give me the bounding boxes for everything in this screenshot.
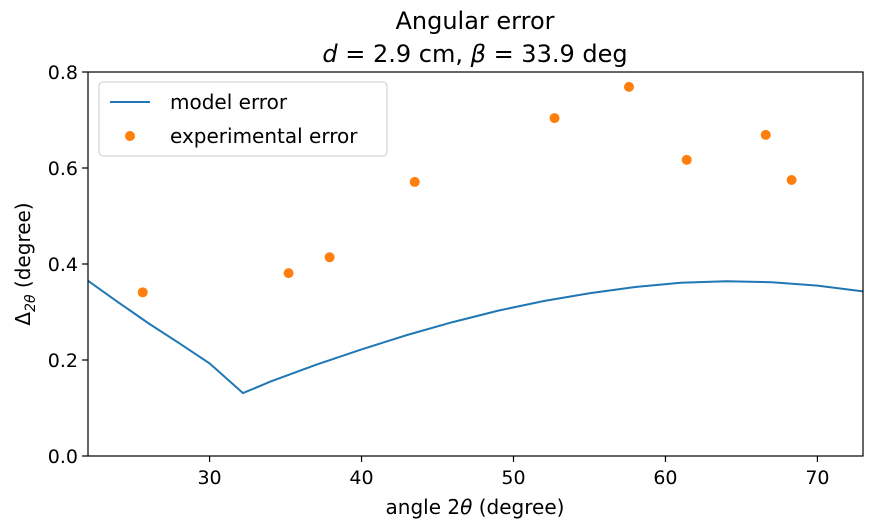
tick-layer: 30 40 50 60 70 0.0 0.2 0.4 0.6 0.8 bbox=[48, 62, 830, 489]
subtitle-beta-symbol: β bbox=[470, 40, 486, 68]
y-tick-label: 0.4 bbox=[48, 254, 78, 276]
experimental-error-point bbox=[623, 81, 634, 92]
legend-label-experimental: experimental error bbox=[170, 124, 358, 148]
y-label-suffix: (degree) bbox=[11, 202, 35, 294]
y-tick-label: 0.6 bbox=[48, 158, 78, 180]
experimental-error-point bbox=[409, 176, 420, 187]
x-label-symbol: θ bbox=[460, 495, 472, 519]
series-layer bbox=[88, 81, 863, 395]
plot-frame bbox=[87, 71, 864, 457]
x-tick-label: 50 bbox=[501, 467, 525, 489]
subtitle-d-text: = 2.9 cm, bbox=[338, 40, 471, 68]
y-axis-label: Δ2θ (degree) bbox=[11, 202, 39, 325]
y-tick-label: 0.2 bbox=[48, 350, 78, 372]
y-tick-label: 0.8 bbox=[48, 62, 78, 84]
x-axis-label: angle 2θ (degree) bbox=[386, 495, 565, 519]
legend-scatter-marker bbox=[125, 131, 135, 141]
y-label-main: Δ bbox=[11, 312, 35, 326]
experimental-error-point bbox=[324, 252, 335, 263]
x-label-prefix: angle 2 bbox=[386, 495, 461, 519]
experimental-error-point bbox=[549, 113, 560, 124]
model-error-line bbox=[88, 279, 863, 395]
experimental-error-point bbox=[681, 154, 692, 165]
x-label-suffix: (degree) bbox=[472, 495, 564, 519]
x-tick-label: 70 bbox=[805, 467, 829, 489]
experimental-error-point bbox=[283, 268, 294, 279]
x-tick-label: 30 bbox=[197, 467, 221, 489]
chart-subtitle: d = 2.9 cm, β = 33.9 deg bbox=[322, 40, 627, 68]
y-tick-label: 0.0 bbox=[48, 446, 78, 468]
experimental-error-point bbox=[786, 175, 797, 185]
subtitle-d-symbol: d bbox=[322, 40, 338, 68]
chart-title: Angular error bbox=[395, 7, 554, 35]
legend: model error experimental error bbox=[98, 81, 388, 157]
x-tick-label: 60 bbox=[653, 467, 677, 489]
experimental-error-point bbox=[137, 287, 148, 298]
x-tick-label: 40 bbox=[349, 467, 373, 489]
y-label-sub: 2θ bbox=[23, 294, 39, 312]
experimental-error-point bbox=[760, 129, 771, 140]
legend-box bbox=[98, 81, 388, 157]
legend-label-model: model error bbox=[170, 90, 288, 114]
subtitle-beta-text: = 33.9 deg bbox=[486, 40, 628, 68]
